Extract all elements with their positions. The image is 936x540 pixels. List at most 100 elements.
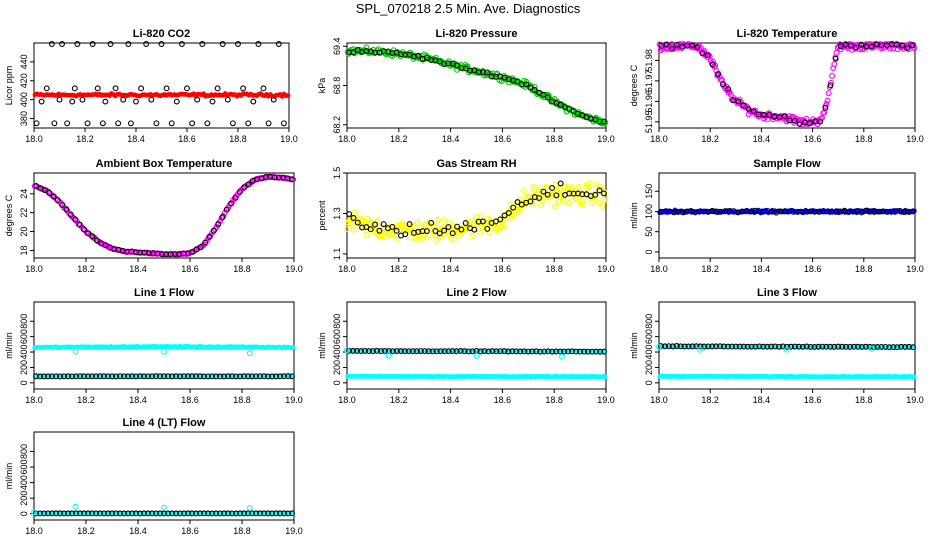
data-point bbox=[501, 223, 508, 229]
data-point bbox=[681, 343, 688, 350]
data-point bbox=[184, 85, 190, 92]
data-point bbox=[193, 373, 199, 380]
data-point bbox=[245, 373, 251, 380]
data-point bbox=[221, 510, 227, 517]
data-point bbox=[85, 230, 92, 237]
data-point bbox=[376, 227, 383, 234]
data-point bbox=[784, 343, 790, 350]
series-magenta bbox=[656, 41, 918, 128]
data-point bbox=[668, 45, 675, 52]
data-point bbox=[236, 188, 243, 195]
data-point bbox=[74, 41, 81, 47]
data-point bbox=[600, 118, 607, 125]
data-point bbox=[570, 108, 577, 114]
x-tick-label: 18.2 bbox=[701, 134, 719, 144]
data-point bbox=[185, 510, 191, 517]
data-point bbox=[350, 347, 356, 354]
y-tick-label: 18 bbox=[19, 245, 29, 255]
data-point bbox=[791, 343, 798, 350]
chart-title: Line 1 Flow bbox=[134, 287, 194, 299]
x-tick-label: 19.0 bbox=[280, 134, 298, 144]
data-point bbox=[858, 343, 865, 350]
y-tick-label: 1.5 bbox=[332, 167, 342, 180]
data-point bbox=[799, 343, 806, 350]
data-point bbox=[505, 209, 512, 216]
data-point bbox=[228, 200, 235, 207]
data-point bbox=[201, 510, 207, 517]
x-tick-label: 18.6 bbox=[804, 395, 822, 405]
data-point bbox=[748, 343, 755, 350]
data-point bbox=[732, 343, 739, 350]
data-point bbox=[442, 217, 449, 224]
data-point bbox=[714, 71, 721, 78]
data-point bbox=[145, 373, 151, 380]
x-tick-label: 19.0 bbox=[906, 134, 924, 144]
data-point bbox=[665, 343, 672, 350]
x-tick-label: 18.4 bbox=[129, 264, 147, 274]
x-tick-label: 18.4 bbox=[753, 395, 771, 405]
x-tick-label: 18.0 bbox=[338, 264, 356, 274]
plot-frame bbox=[33, 431, 295, 521]
x-tick-label: 19.0 bbox=[597, 264, 615, 274]
data-point bbox=[33, 183, 40, 189]
data-point bbox=[513, 348, 520, 355]
data-point bbox=[454, 223, 461, 230]
data-point bbox=[241, 184, 248, 191]
data-point bbox=[273, 510, 279, 517]
data-point bbox=[393, 227, 400, 234]
y-tick-label: 800 bbox=[644, 314, 654, 329]
series-magenta bbox=[31, 173, 297, 258]
data-point bbox=[720, 81, 726, 88]
data-point bbox=[65, 373, 71, 380]
data-point bbox=[909, 208, 916, 215]
data-point bbox=[249, 510, 255, 517]
chart-title: Li-820 Temperature bbox=[737, 28, 838, 40]
y-tick-label: 400 bbox=[644, 345, 654, 360]
data-point bbox=[344, 226, 351, 233]
x-tick-label: 18.4 bbox=[442, 264, 460, 274]
data-point bbox=[369, 348, 376, 355]
data-point bbox=[344, 347, 350, 354]
data-point bbox=[740, 102, 747, 109]
data-point bbox=[365, 348, 372, 355]
series-cyan-outliers bbox=[72, 348, 253, 357]
data-point bbox=[409, 348, 416, 355]
data-point bbox=[67, 211, 74, 218]
data-point bbox=[354, 347, 360, 354]
data-point bbox=[486, 229, 492, 236]
y-tick-label: 0 bbox=[644, 249, 654, 254]
data-point bbox=[209, 373, 215, 380]
data-point bbox=[148, 96, 155, 103]
data-point bbox=[831, 343, 838, 350]
data-point bbox=[827, 343, 834, 350]
data-point bbox=[229, 120, 236, 127]
y-tick-label: 22 bbox=[19, 208, 29, 218]
data-point bbox=[153, 373, 159, 380]
data-point bbox=[85, 510, 91, 517]
data-point bbox=[69, 510, 75, 517]
data-point bbox=[169, 510, 175, 517]
data-point bbox=[597, 348, 603, 355]
data-point bbox=[904, 45, 911, 52]
data-point bbox=[709, 61, 716, 68]
data-point bbox=[367, 226, 374, 233]
data-point bbox=[689, 343, 696, 350]
data-point bbox=[362, 223, 369, 230]
data-point bbox=[210, 227, 217, 234]
data-point bbox=[559, 197, 566, 204]
data-point bbox=[413, 348, 420, 355]
y-axis-label: ml/min bbox=[4, 332, 14, 359]
data-point bbox=[125, 41, 132, 47]
data-point bbox=[165, 373, 171, 380]
data-point bbox=[65, 510, 71, 517]
data-point bbox=[133, 373, 139, 380]
y-tick-label: 68.8 bbox=[332, 77, 342, 95]
data-point bbox=[441, 348, 448, 355]
y-tick-label: 68.2 bbox=[332, 116, 342, 134]
data-point bbox=[501, 212, 508, 219]
data-point bbox=[372, 221, 379, 228]
data-point bbox=[33, 373, 39, 380]
series-black bbox=[658, 207, 916, 216]
data-point bbox=[909, 42, 916, 49]
data-point bbox=[401, 348, 408, 355]
